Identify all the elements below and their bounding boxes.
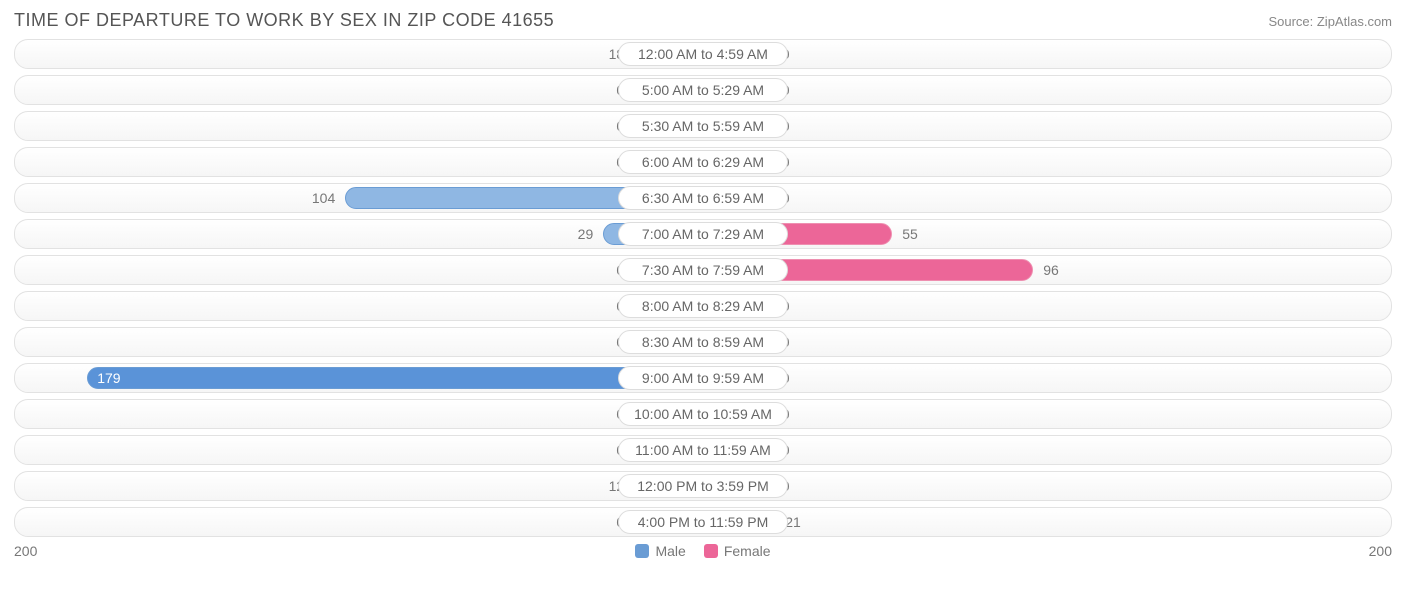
male-value: 179	[87, 364, 120, 392]
category-label: 12:00 PM to 3:59 PM	[618, 474, 788, 498]
category-label: 5:00 AM to 5:29 AM	[618, 78, 788, 102]
category-label: 8:30 AM to 8:59 AM	[618, 330, 788, 354]
chart-row: 0214:00 PM to 11:59 PM	[14, 507, 1392, 537]
category-label: 4:00 PM to 11:59 PM	[618, 510, 788, 534]
legend-label: Male	[655, 543, 685, 559]
category-label: 6:30 AM to 6:59 AM	[618, 186, 788, 210]
legend-item: Female	[704, 543, 771, 559]
legend-label: Female	[724, 543, 771, 559]
category-label: 11:00 AM to 11:59 AM	[618, 438, 788, 462]
chart-row: 29 55 7:00 AM to 7:29 AM	[14, 219, 1392, 249]
male-bar	[87, 367, 703, 389]
chart-row: 0967:30 AM to 7:59 AM	[14, 255, 1392, 285]
chart-row: 10406:30 AM to 6:59 AM	[14, 183, 1392, 213]
chart-row: 18012:00 AM to 4:59 AM	[14, 39, 1392, 69]
category-label: 10:00 AM to 10:59 AM	[618, 402, 788, 426]
category-label: 8:00 AM to 8:29 AM	[618, 294, 788, 318]
male-value: 29	[578, 220, 604, 248]
category-label: 7:30 AM to 7:59 AM	[618, 258, 788, 282]
chart-row: 008:30 AM to 8:59 AM	[14, 327, 1392, 357]
chart-row: 0010:00 AM to 10:59 AM	[14, 399, 1392, 429]
category-label: 6:00 AM to 6:29 AM	[618, 150, 788, 174]
axis-max-right: 200	[1369, 543, 1392, 559]
chart-title: TIME OF DEPARTURE TO WORK BY SEX IN ZIP …	[14, 10, 554, 31]
male-value: 104	[312, 184, 345, 212]
chart-row: 008:00 AM to 8:29 AM	[14, 291, 1392, 321]
chart-row: 005:30 AM to 5:59 AM	[14, 111, 1392, 141]
category-label: 9:00 AM to 9:59 AM	[618, 366, 788, 390]
category-label: 12:00 AM to 4:59 AM	[618, 42, 788, 66]
chart-row: 005:00 AM to 5:29 AM	[14, 75, 1392, 105]
chart-row: 17909:00 AM to 9:59 AM	[14, 363, 1392, 393]
category-label: 7:00 AM to 7:29 AM	[618, 222, 788, 246]
legend: Male Female	[635, 543, 770, 559]
female-value: 55	[892, 220, 918, 248]
chart-row: 12012:00 PM to 3:59 PM	[14, 471, 1392, 501]
legend-item: Male	[635, 543, 685, 559]
chart-source: Source: ZipAtlas.com	[1268, 14, 1392, 29]
legend-swatch	[704, 544, 718, 558]
chart-row: 006:00 AM to 6:29 AM	[14, 147, 1392, 177]
category-label: 5:30 AM to 5:59 AM	[618, 114, 788, 138]
female-value: 96	[1033, 256, 1059, 284]
diverging-bar-chart: 18012:00 AM to 4:59 AM 005:00 AM to 5:29 …	[14, 39, 1392, 537]
chart-row: 0011:00 AM to 11:59 AM	[14, 435, 1392, 465]
axis-max-left: 200	[14, 543, 37, 559]
legend-swatch	[635, 544, 649, 558]
